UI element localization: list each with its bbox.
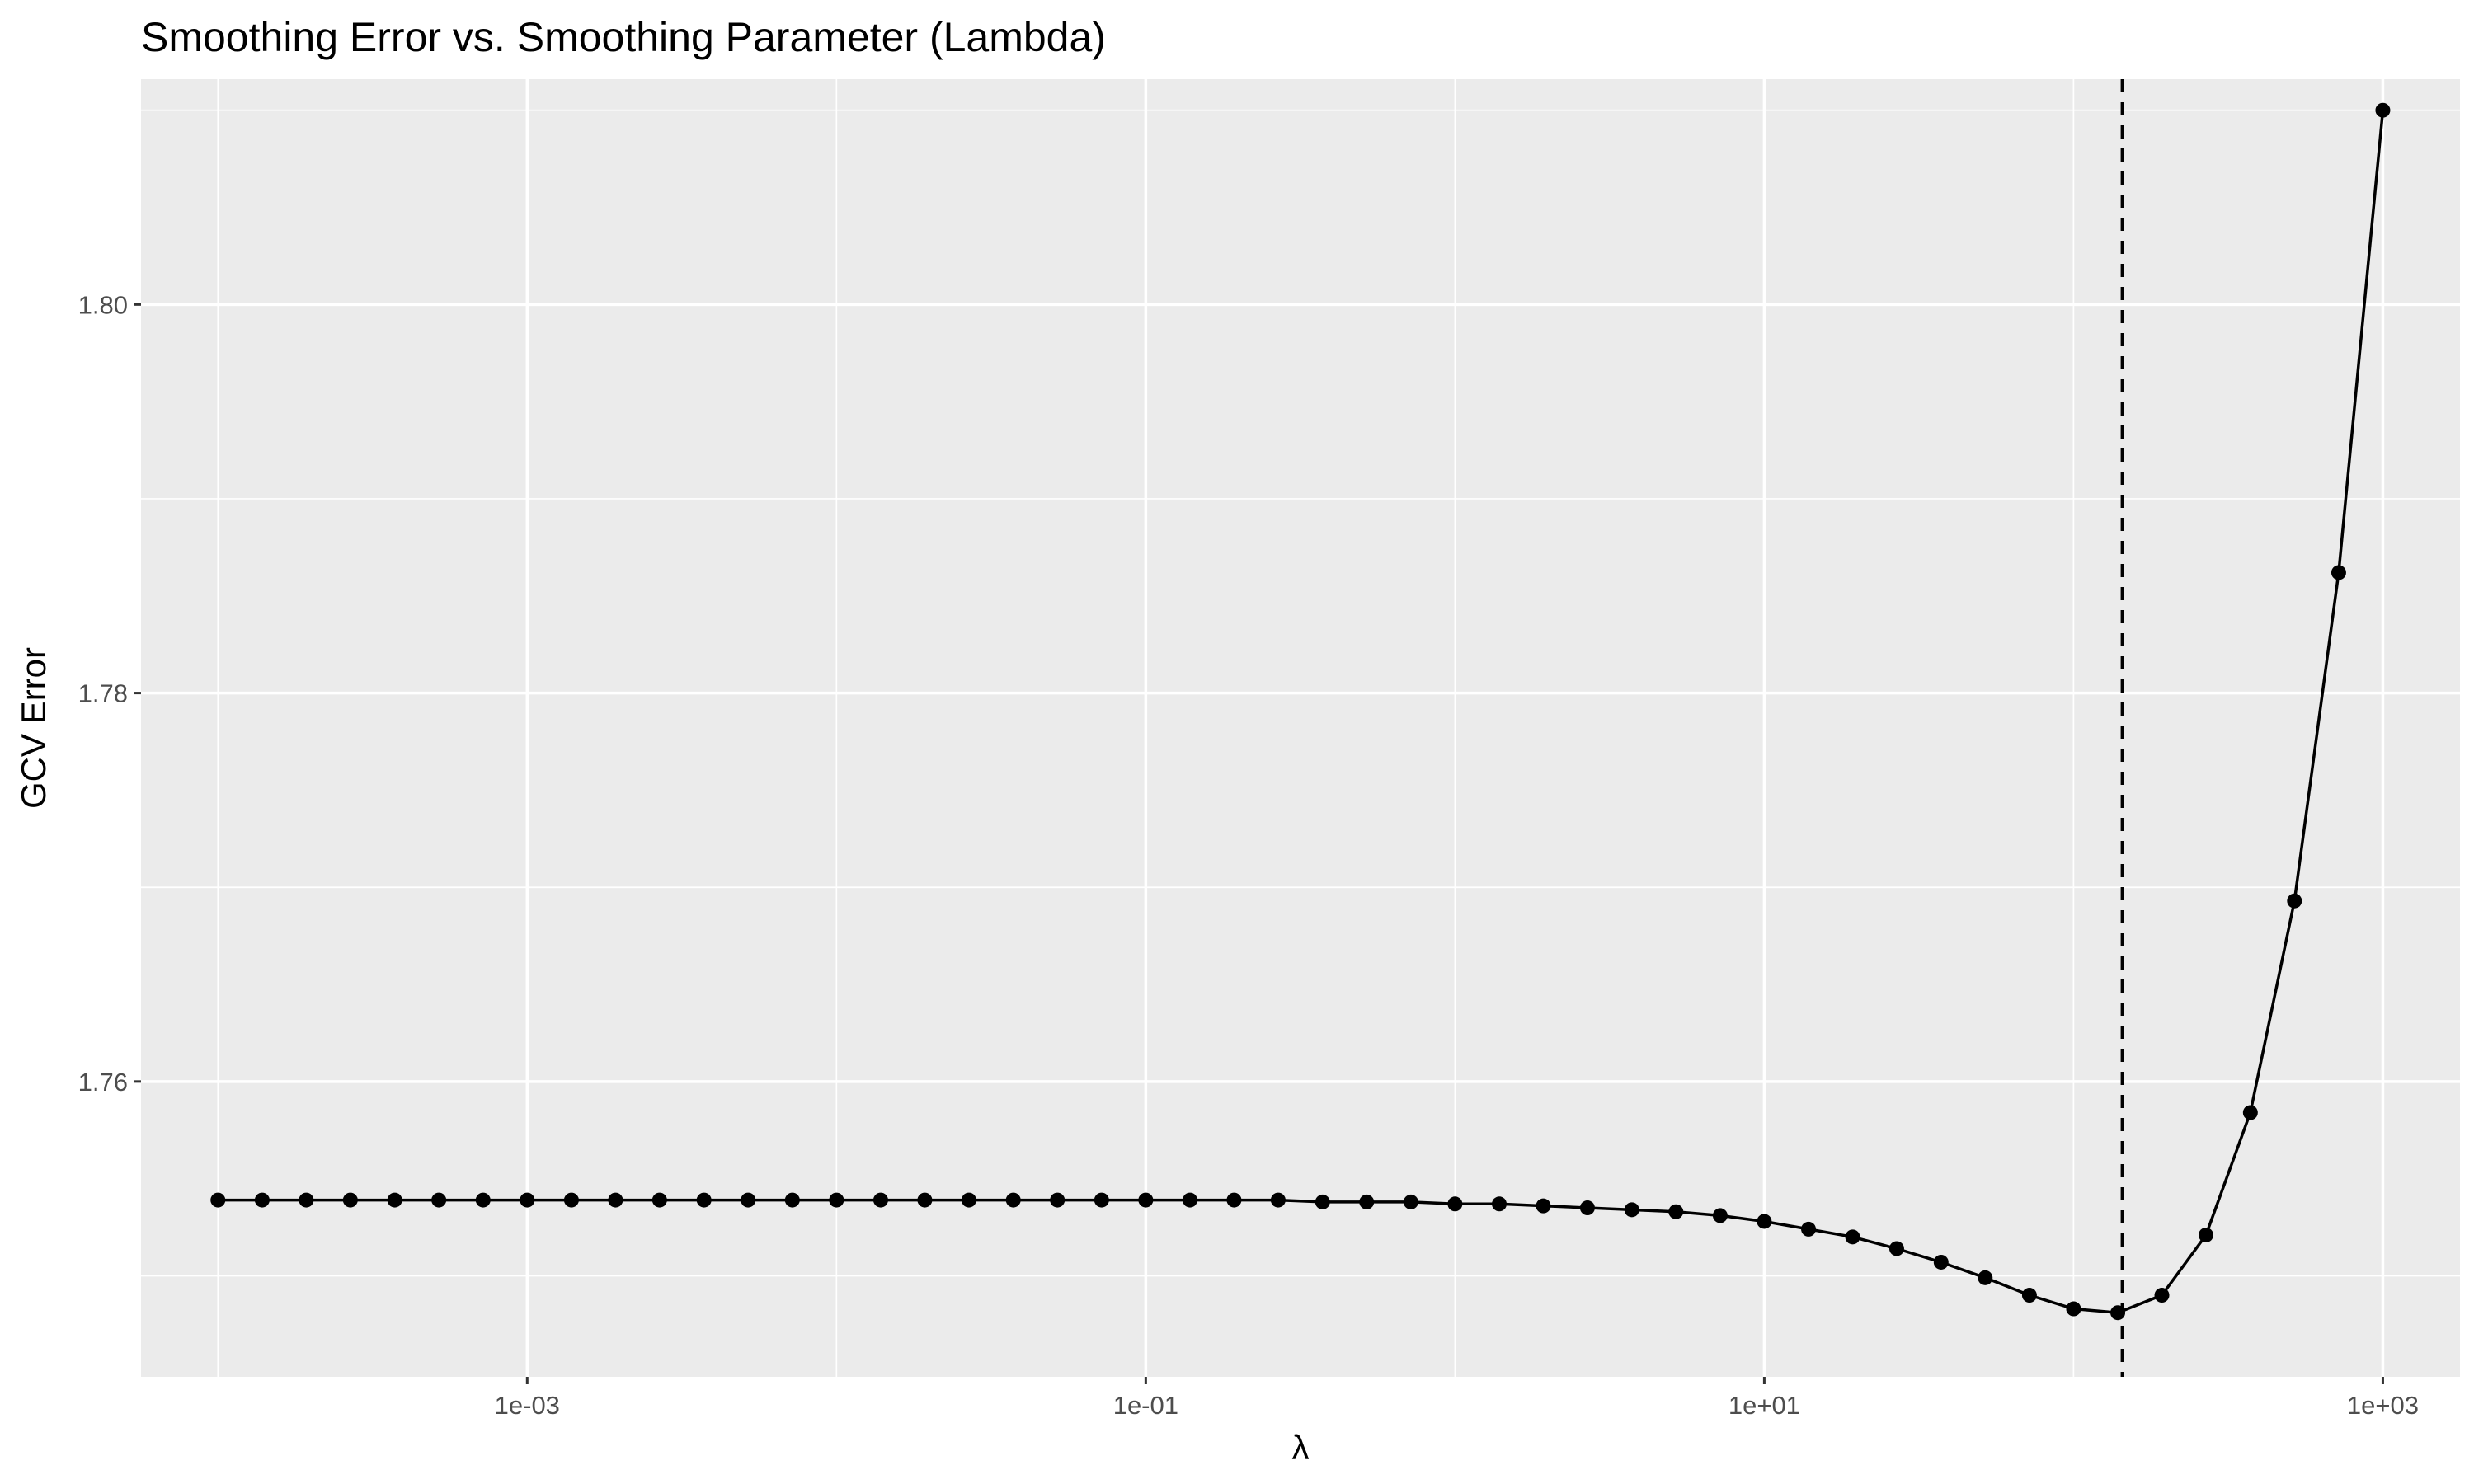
y-tick-label: 1.80 <box>78 290 128 319</box>
data-point <box>1668 1204 1684 1219</box>
plot-panel <box>141 79 2460 1377</box>
data-point <box>784 1192 800 1208</box>
data-point <box>1005 1192 1021 1208</box>
y-axis-title: GCV Error <box>14 647 53 809</box>
data-point <box>1801 1221 1817 1237</box>
y-tick-label: 1.76 <box>78 1068 128 1097</box>
x-tick-label: 1e+01 <box>1729 1391 1800 1420</box>
chart-title: Smoothing Error vs. Smoothing Parameter … <box>141 14 1106 60</box>
grid-major <box>141 79 2460 1377</box>
data-point <box>1315 1194 1330 1209</box>
x-axis-title: λ <box>1292 1428 1310 1467</box>
data-point <box>2198 1227 2213 1242</box>
data-point <box>520 1192 535 1208</box>
data-point <box>1270 1192 1286 1208</box>
x-tick-label: 1e+03 <box>2347 1391 2419 1420</box>
data-point <box>872 1192 888 1208</box>
data-point <box>2066 1301 2081 1317</box>
data-point <box>342 1192 358 1208</box>
data-point <box>1579 1200 1595 1216</box>
data-point <box>2021 1288 2037 1303</box>
data-point <box>917 1192 933 1208</box>
y-tick-label: 1.78 <box>78 679 128 708</box>
x-tick-labels: 1e-03 1e-01 1e+01 1e+03 <box>495 1391 2419 1420</box>
data-point <box>1624 1202 1639 1218</box>
data-point <box>2331 565 2346 580</box>
data-point <box>829 1192 844 1208</box>
data-point <box>961 1192 976 1208</box>
data-point <box>1094 1192 1109 1208</box>
x-tick-label: 1e-01 <box>1113 1391 1178 1420</box>
data-point <box>1888 1241 1904 1256</box>
data-point <box>651 1192 667 1208</box>
data-point <box>1933 1254 1949 1270</box>
data-point <box>1757 1214 1772 1229</box>
y-tick-labels: 1.76 1.78 1.80 <box>78 290 128 1097</box>
data-point <box>608 1192 623 1208</box>
data-point <box>431 1192 447 1208</box>
data-point <box>210 1192 226 1208</box>
data-point <box>2375 102 2391 118</box>
data-point <box>2242 1105 2258 1120</box>
data-point <box>1138 1192 1154 1208</box>
data-point <box>1845 1229 1860 1245</box>
data-point <box>1182 1192 1197 1208</box>
data-point <box>1536 1198 1551 1214</box>
series-points <box>210 102 2391 1321</box>
data-point <box>2110 1305 2126 1321</box>
data-point <box>475 1192 491 1208</box>
data-point <box>1447 1196 1463 1212</box>
axis-ticks <box>134 303 2384 1384</box>
data-point <box>1712 1208 1728 1223</box>
data-point <box>696 1192 712 1208</box>
data-point <box>1492 1196 1507 1212</box>
data-point <box>1359 1194 1375 1209</box>
data-point <box>1050 1192 1065 1208</box>
data-point <box>1978 1270 1993 1285</box>
x-tick-label: 1e-03 <box>495 1391 560 1420</box>
data-point <box>2154 1288 2170 1303</box>
data-point <box>1226 1192 1242 1208</box>
data-point <box>299 1192 314 1208</box>
data-point <box>387 1192 402 1208</box>
data-point <box>254 1192 270 1208</box>
data-point <box>563 1192 579 1208</box>
data-point <box>2287 893 2302 909</box>
data-point <box>741 1192 756 1208</box>
data-point <box>1403 1194 1418 1209</box>
